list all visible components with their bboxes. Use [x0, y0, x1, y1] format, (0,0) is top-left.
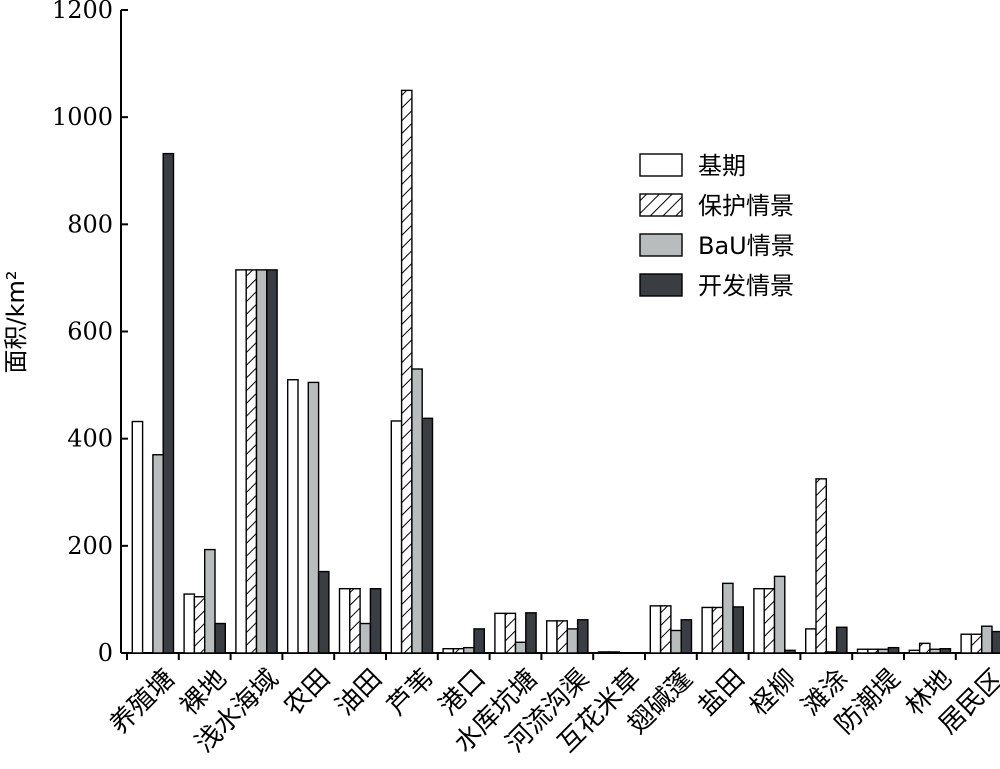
bar	[556, 620, 569, 654]
x-tick-label: 芦苇	[382, 664, 440, 722]
bar	[887, 646, 900, 654]
bar	[452, 648, 465, 654]
bar	[929, 648, 941, 654]
legend-label: 基期	[698, 152, 746, 180]
bar	[701, 606, 714, 654]
bar	[307, 381, 320, 654]
axes: 0 200 400 600 800 1000 1200	[52, 0, 1000, 667]
bar	[525, 612, 537, 654]
bar	[680, 619, 693, 654]
bar	[245, 269, 258, 654]
bar	[867, 648, 879, 654]
bar	[970, 633, 983, 654]
legend-swatch	[639, 273, 683, 297]
bar	[214, 622, 227, 654]
bar	[991, 630, 1000, 654]
y-tick-label: 800	[67, 210, 113, 238]
y-tick-label: 1200	[52, 0, 113, 24]
bar	[960, 633, 973, 654]
bars	[131, 89, 1000, 654]
bar	[463, 646, 475, 654]
y-tick-label: 200	[67, 532, 113, 560]
x-tick-label: 柽柳	[744, 664, 802, 722]
bar	[494, 612, 506, 654]
bar	[317, 570, 330, 654]
bar	[400, 89, 413, 654]
x-tick-labels: 养殖塘裸地浅水海域农田油田芦苇港口水库坑塘河流沟渠互花米草翅碱蓬盐田柽柳滩涂防潮…	[104, 664, 1000, 759]
x-tick-label: 农田	[278, 664, 336, 722]
bar	[939, 648, 952, 654]
legend-swatch	[639, 193, 683, 217]
bar	[649, 605, 662, 654]
bar	[514, 641, 527, 654]
bar	[773, 575, 786, 654]
bar	[287, 379, 299, 654]
bar	[732, 606, 745, 654]
y-tick-label: 600	[67, 318, 113, 346]
bar	[504, 612, 517, 654]
legend-label: BaU情景	[698, 232, 795, 260]
legend-label: 保护情景	[698, 192, 794, 220]
bar	[359, 622, 372, 654]
bar	[722, 582, 734, 654]
bar	[152, 454, 164, 654]
bar	[162, 152, 175, 654]
bar	[411, 368, 423, 654]
x-tick-label: 盐田	[693, 664, 751, 722]
bar	[918, 642, 931, 654]
bar	[566, 628, 579, 654]
bar	[473, 628, 486, 654]
bar	[608, 651, 620, 654]
y-tick-label: 400	[67, 425, 113, 453]
bar	[815, 478, 828, 654]
bar	[763, 588, 776, 654]
legend-label: 开发情景	[698, 272, 794, 300]
legend-swatch	[639, 153, 683, 177]
bar	[546, 620, 558, 654]
bar	[670, 629, 682, 654]
bar	[784, 649, 796, 654]
bar	[659, 605, 672, 654]
x-tick-label: 养殖塘	[104, 664, 180, 740]
bar	[711, 606, 724, 654]
bar	[805, 628, 817, 654]
y-axis-title: 面积/km²	[2, 271, 30, 374]
legend-swatch	[639, 233, 683, 257]
bar	[369, 588, 382, 654]
bar	[753, 588, 765, 654]
y-tick-label: 1000	[52, 103, 113, 131]
bar	[349, 588, 361, 654]
bar	[338, 588, 351, 654]
y-tick-label: 0	[98, 639, 113, 667]
bar	[193, 596, 206, 654]
bar	[835, 626, 848, 654]
bar	[597, 651, 610, 654]
bar	[203, 548, 216, 654]
bar	[856, 648, 869, 654]
bar	[421, 417, 434, 654]
bar	[877, 648, 890, 654]
bar	[266, 269, 278, 654]
bar	[235, 269, 247, 654]
bar	[183, 593, 196, 654]
bar	[390, 420, 403, 654]
bar	[131, 420, 144, 654]
bar	[981, 625, 993, 654]
bar	[255, 269, 268, 654]
bar	[825, 651, 838, 654]
bar	[576, 619, 589, 654]
bar	[442, 648, 455, 654]
bar	[908, 649, 921, 654]
x-tick-label: 油田	[330, 664, 388, 722]
